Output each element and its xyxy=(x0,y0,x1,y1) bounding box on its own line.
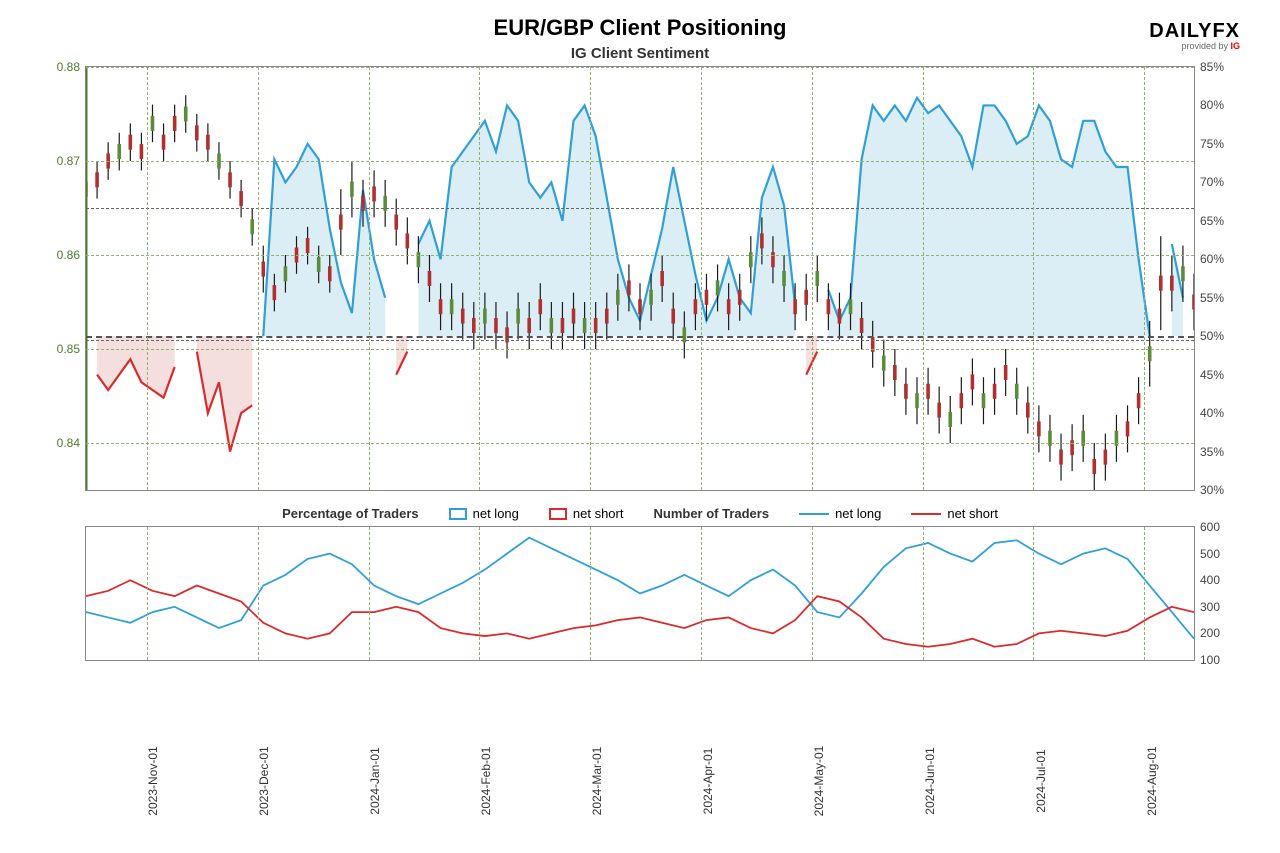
y-tick-left: 0.88 xyxy=(57,60,80,74)
y-tick-right: 80% xyxy=(1200,98,1224,112)
main-chart: 0.840.850.860.870.8830%35%40%45%50%55%60… xyxy=(85,66,1195,491)
y-tick-right: 70% xyxy=(1200,175,1224,189)
y-tick-left: 0.86 xyxy=(57,248,80,262)
legend-pct-label: Percentage of Traders xyxy=(282,506,419,521)
legend-netshort-line: net short xyxy=(911,506,998,521)
x-tick-label: 2023-Dec-01 xyxy=(257,746,271,815)
y-tick-right: 45% xyxy=(1200,368,1224,382)
y-tick-right: 35% xyxy=(1200,445,1224,459)
legend: Percentage of Traders net long net short… xyxy=(30,506,1250,521)
y-tick-right-sub: 100 xyxy=(1200,653,1220,667)
y-tick-right: 85% xyxy=(1200,60,1224,74)
legend-netlong-line: net long xyxy=(799,506,881,521)
legend-num-label: Number of Traders xyxy=(653,506,769,521)
x-tick-label: 2023-Nov-01 xyxy=(146,746,160,815)
y-tick-right: 60% xyxy=(1200,252,1224,266)
y-tick-right: 30% xyxy=(1200,483,1224,497)
chart-title: EUR/GBP Client Positioning xyxy=(30,15,1250,41)
x-axis-labels: 2023-Nov-012023-Dec-012024-Jan-012024-Fe… xyxy=(85,661,1195,771)
y-tick-right-sub: 300 xyxy=(1200,600,1220,614)
y-tick-right-sub: 500 xyxy=(1200,547,1220,561)
x-tick-label: 2024-Mar-01 xyxy=(590,747,604,816)
chart-subtitle: IG Client Sentiment xyxy=(30,45,1250,62)
y-tick-right-sub: 400 xyxy=(1200,573,1220,587)
y-tick-right-sub: 600 xyxy=(1200,520,1220,534)
y-tick-right: 50% xyxy=(1200,329,1224,343)
x-tick-label: 2024-Aug-01 xyxy=(1145,746,1159,815)
y-tick-right: 40% xyxy=(1200,406,1224,420)
y-tick-right-sub: 200 xyxy=(1200,626,1220,640)
sub-chart: 100200300400500600 xyxy=(85,526,1195,661)
x-tick-label: 2024-May-01 xyxy=(812,746,826,817)
legend-netlong-box: net long xyxy=(449,506,519,521)
logo-text: DAILYFX xyxy=(1149,20,1240,43)
x-tick-label: 2024-Feb-01 xyxy=(479,747,493,816)
dailyfx-logo: DAILYFX provided by IG xyxy=(1149,20,1240,51)
y-tick-right: 55% xyxy=(1200,291,1224,305)
x-tick-label: 2024-Jun-01 xyxy=(923,747,937,814)
y-tick-right: 75% xyxy=(1200,137,1224,151)
x-tick-label: 2024-Jan-01 xyxy=(368,747,382,814)
legend-netshort-box: net short xyxy=(549,506,624,521)
y-tick-left: 0.85 xyxy=(57,342,80,356)
y-tick-right: 65% xyxy=(1200,214,1224,228)
y-tick-left: 0.84 xyxy=(57,436,80,450)
y-tick-left: 0.87 xyxy=(57,154,80,168)
x-tick-label: 2024-Jul-01 xyxy=(1034,749,1048,812)
x-tick-label: 2024-Apr-01 xyxy=(701,748,715,815)
